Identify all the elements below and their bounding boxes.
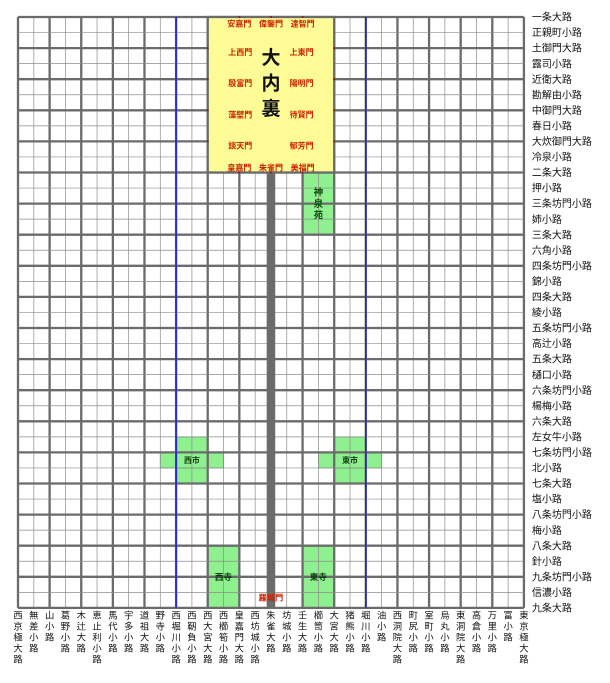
svg-text:路: 路 (171, 651, 181, 665)
svg-text:西市: 西市 (184, 455, 200, 466)
svg-text:路: 路 (440, 640, 450, 654)
svg-text:八条坊門小路: 八条坊門小路 (532, 506, 592, 521)
svg-text:信濃小路: 信濃小路 (532, 584, 572, 599)
svg-text:春日小路: 春日小路 (532, 117, 572, 132)
svg-text:藻壁門: 藻壁門 (228, 109, 252, 120)
svg-text:三条大路: 三条大路 (532, 226, 572, 241)
svg-text:六条坊門小路: 六条坊門小路 (532, 382, 592, 397)
svg-text:路: 路 (377, 629, 387, 643)
svg-text:美福門: 美福門 (291, 163, 315, 174)
svg-text:五条坊門小路: 五条坊門小路 (532, 320, 592, 335)
svg-text:談天門: 談天門 (228, 140, 252, 151)
svg-text:冷泉小路: 冷泉小路 (532, 149, 572, 164)
svg-text:内: 内 (261, 69, 280, 96)
svg-text:路: 路 (61, 640, 71, 654)
svg-text:路: 路 (456, 651, 466, 665)
svg-text:路: 路 (235, 651, 245, 665)
svg-text:路: 路 (77, 640, 87, 654)
svg-text:路: 路 (266, 640, 276, 654)
svg-text:綾小路: 綾小路 (532, 304, 562, 319)
svg-text:路: 路 (187, 651, 197, 665)
svg-text:路: 路 (409, 640, 419, 654)
svg-text:路: 路 (503, 629, 513, 643)
svg-text:郁芳門: 郁芳門 (290, 140, 314, 151)
svg-text:皇嘉門: 皇嘉門 (227, 163, 251, 174)
svg-text:路: 路 (45, 629, 55, 643)
svg-text:姉小路: 姉小路 (532, 211, 562, 226)
svg-text:左女牛小路: 左女牛小路 (532, 428, 582, 443)
svg-text:路: 路 (92, 651, 102, 665)
svg-text:裏: 裏 (261, 94, 280, 121)
svg-text:路: 路 (140, 640, 150, 654)
svg-text:東市: 東市 (342, 455, 358, 466)
svg-text:四条坊門小路: 四条坊門小路 (532, 257, 592, 272)
svg-text:路: 路 (345, 640, 355, 654)
svg-text:押小路: 押小路 (532, 180, 562, 195)
svg-text:八条大路: 八条大路 (532, 537, 572, 552)
svg-text:楊梅小路: 楊梅小路 (532, 397, 572, 412)
svg-text:路: 路 (393, 651, 403, 665)
svg-text:路: 路 (29, 640, 39, 654)
svg-text:路: 路 (219, 651, 229, 665)
svg-text:二条大路: 二条大路 (532, 164, 572, 179)
svg-text:西寺: 西寺 (215, 571, 233, 583)
svg-text:路: 路 (203, 651, 213, 665)
svg-text:待賢門: 待賢門 (290, 109, 314, 120)
svg-text:殷富門: 殷富門 (228, 78, 252, 89)
svg-text:陽明門: 陽明門 (290, 78, 314, 89)
svg-text:路: 路 (250, 651, 260, 665)
svg-text:偉鑒門: 偉鑒門 (259, 19, 283, 30)
svg-text:路: 路 (314, 640, 324, 654)
svg-text:上東門: 上東門 (290, 47, 314, 58)
svg-text:高辻小路: 高辻小路 (532, 335, 572, 350)
svg-text:上西門: 上西門 (228, 47, 252, 58)
svg-text:路: 路 (124, 640, 134, 654)
svg-text:北小路: 北小路 (532, 460, 562, 475)
svg-text:正親町小路: 正親町小路 (532, 24, 582, 39)
svg-text:苑: 苑 (314, 207, 324, 221)
svg-text:梅小路: 梅小路 (532, 522, 562, 537)
svg-text:露司小路: 露司小路 (532, 55, 572, 70)
svg-text:路: 路 (488, 640, 498, 654)
svg-text:安嘉門: 安嘉門 (227, 19, 251, 30)
svg-text:東寺: 東寺 (310, 571, 328, 583)
svg-text:大: 大 (261, 43, 280, 70)
svg-text:路: 路 (330, 640, 340, 654)
svg-text:路: 路 (156, 640, 166, 654)
svg-text:九条大路: 九条大路 (532, 600, 572, 615)
svg-text:七条坊門小路: 七条坊門小路 (532, 444, 592, 459)
svg-text:羅城門: 羅城門 (259, 591, 284, 603)
svg-text:一条大路: 一条大路 (532, 9, 572, 24)
svg-text:中御門大路: 中御門大路 (532, 102, 582, 117)
svg-text:四条大路: 四条大路 (532, 289, 572, 304)
svg-text:三条坊門小路: 三条坊門小路 (532, 195, 592, 210)
svg-text:大炊御門大路: 大炊御門大路 (532, 133, 592, 148)
svg-text:路: 路 (108, 640, 118, 654)
svg-text:塩小路: 塩小路 (532, 491, 562, 506)
svg-text:錦小路: 錦小路 (532, 273, 562, 288)
svg-text:七条大路: 七条大路 (532, 475, 572, 490)
svg-text:樋口小路: 樋口小路 (532, 366, 572, 381)
svg-text:達智門: 達智門 (291, 19, 315, 30)
svg-text:路: 路 (13, 651, 23, 665)
svg-text:路: 路 (424, 640, 434, 654)
svg-text:勘解由小路: 勘解由小路 (532, 86, 582, 101)
svg-text:路: 路 (519, 651, 529, 665)
svg-text:六条大路: 六条大路 (532, 413, 572, 428)
svg-text:土御門大路: 土御門大路 (532, 40, 582, 55)
svg-text:路: 路 (472, 640, 482, 654)
svg-text:朱雀門: 朱雀門 (259, 163, 283, 174)
svg-text:近衛大路: 近衛大路 (532, 71, 572, 86)
svg-text:路: 路 (282, 640, 292, 654)
svg-text:路: 路 (298, 640, 308, 654)
svg-text:路: 路 (361, 640, 371, 654)
svg-text:九条坊門小路: 九条坊門小路 (532, 568, 592, 583)
svg-text:五条大路: 五条大路 (532, 351, 572, 366)
svg-text:針小路: 針小路 (532, 553, 562, 568)
svg-text:六角小路: 六角小路 (532, 242, 572, 257)
